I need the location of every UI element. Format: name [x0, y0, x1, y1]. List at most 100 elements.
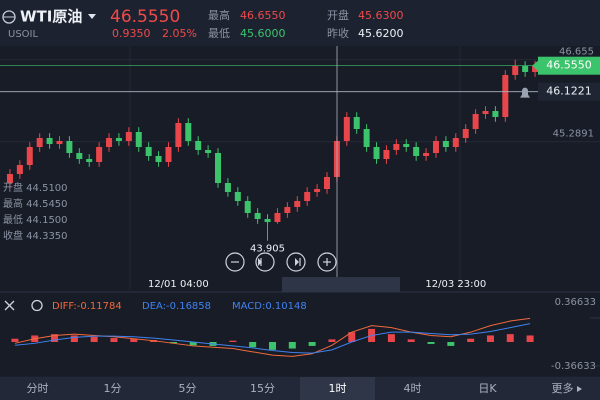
candle-body: [145, 147, 152, 156]
candle-body: [175, 123, 182, 147]
candle-body: [155, 156, 162, 162]
candle-body: [462, 129, 469, 138]
tab[interactable]: 15分: [250, 382, 275, 395]
zoom-in-button[interactable]: [317, 252, 337, 272]
candle-body: [96, 147, 103, 162]
candle-body: [492, 111, 499, 117]
candle-body: [46, 138, 53, 144]
y-tick-label: 45.2891: [553, 129, 594, 140]
candle-body: [254, 213, 261, 219]
candle-body: [353, 117, 360, 129]
next-button[interactable]: [286, 252, 306, 272]
candle-body: [482, 111, 489, 114]
change-pct: 2.05%: [162, 27, 197, 40]
macd-bar: [506, 334, 514, 342]
candle-body: [452, 138, 459, 147]
candle-body: [512, 66, 519, 75]
macd-bar: [288, 342, 296, 349]
change: 0.9350: [112, 27, 151, 40]
tab[interactable]: 更多: [552, 381, 574, 395]
macd-bar: [169, 342, 177, 344]
candle-body: [115, 138, 122, 141]
last-price-tag: [538, 56, 600, 75]
y-tick-label: 0.36633: [555, 297, 596, 308]
macd-bar: [427, 342, 435, 344]
candle-body: [413, 147, 420, 156]
symbol-dropdown[interactable]: [88, 14, 96, 19]
chart-bg: [0, 46, 600, 292]
settings-icon[interactable]: [31, 299, 43, 312]
candle-body: [244, 201, 251, 213]
macd-bar: [110, 338, 118, 342]
stat-label: 昨收: [327, 26, 349, 40]
period-tabs: 分时 1分 5分 15分 1时 4时 日K 更多: [27, 377, 582, 400]
close-icon[interactable]: [4, 300, 15, 311]
candle-body: [403, 144, 410, 147]
crosshair-price-label: 46.1221: [546, 85, 592, 98]
candle-body: [383, 150, 390, 159]
candle-body: [304, 192, 311, 201]
symbol-name[interactable]: WTI原油: [20, 8, 82, 26]
tab[interactable]: 日K: [478, 382, 497, 395]
stat-value: 45.6000: [240, 27, 286, 40]
candle-body: [224, 183, 231, 192]
candle-body: [472, 114, 479, 129]
candle-body: [432, 141, 439, 153]
y-tick-label: -0.36633: [551, 361, 596, 372]
macd-bar: [467, 338, 475, 342]
candle-body: [343, 117, 350, 141]
last-price-tag-arrow: [532, 60, 538, 71]
macd-bar: [447, 342, 455, 346]
more-arrow: [577, 386, 582, 392]
stat-value: 46.6550: [240, 9, 286, 22]
last-price-label: 46.5550: [546, 59, 592, 72]
alert-bell[interactable]: [520, 87, 530, 98]
candle-body: [66, 141, 73, 153]
candle-body: [532, 65, 539, 72]
prev-button[interactable]: [255, 252, 275, 272]
candle-body: [393, 144, 400, 150]
header-bg: [0, 0, 600, 46]
candle-body: [264, 219, 271, 222]
grid: [129, 46, 461, 290]
macd-bar: [11, 338, 19, 342]
macd-bar: [308, 342, 316, 346]
macd-bar: [70, 335, 78, 342]
stat-label: 开盘: [327, 8, 349, 22]
last-price: 46.5550: [110, 7, 180, 27]
candle-body: [165, 147, 172, 162]
macd-bar: [229, 340, 237, 342]
y-tick-label: 46.655: [559, 47, 594, 58]
info-line: 最高 44.5450: [3, 197, 68, 210]
legend-entry: DEA:-0.16858: [142, 301, 211, 312]
stat-value: 45.6300: [358, 9, 404, 22]
candle-body: [323, 177, 330, 189]
tab[interactable]: 5分: [179, 382, 197, 395]
candle-body: [205, 150, 212, 153]
zoom-out-button[interactable]: [225, 252, 245, 272]
low-label: 43.905: [250, 244, 285, 255]
macd-chart: 0.36633 -0.36633 DIFF:-0.11784 DEA:-0.16858…: [11, 297, 600, 372]
tab[interactable]: 4时: [404, 382, 422, 395]
candle-body: [363, 129, 370, 147]
tab[interactable]: 1分: [104, 382, 122, 395]
candle-body: [56, 141, 63, 144]
stat-label: 最高: [208, 8, 230, 22]
tab[interactable]: 1时: [329, 382, 347, 395]
candle-body: [442, 141, 449, 147]
macd-bar: [526, 335, 534, 342]
x-tick-label: 12/03 23:00: [425, 279, 486, 290]
candle-body: [125, 132, 132, 141]
candle-body: [314, 189, 321, 192]
candle-body: [6, 174, 13, 183]
stat-label: 最低: [208, 27, 230, 40]
candle-body: [36, 138, 43, 147]
macd-bar: [486, 335, 494, 342]
candle-body: [76, 153, 83, 159]
tab[interactable]: 分时: [27, 382, 49, 395]
macd-bar: [387, 334, 395, 342]
symbol-code: USOIL: [8, 29, 38, 40]
macd-bar: [90, 336, 98, 342]
